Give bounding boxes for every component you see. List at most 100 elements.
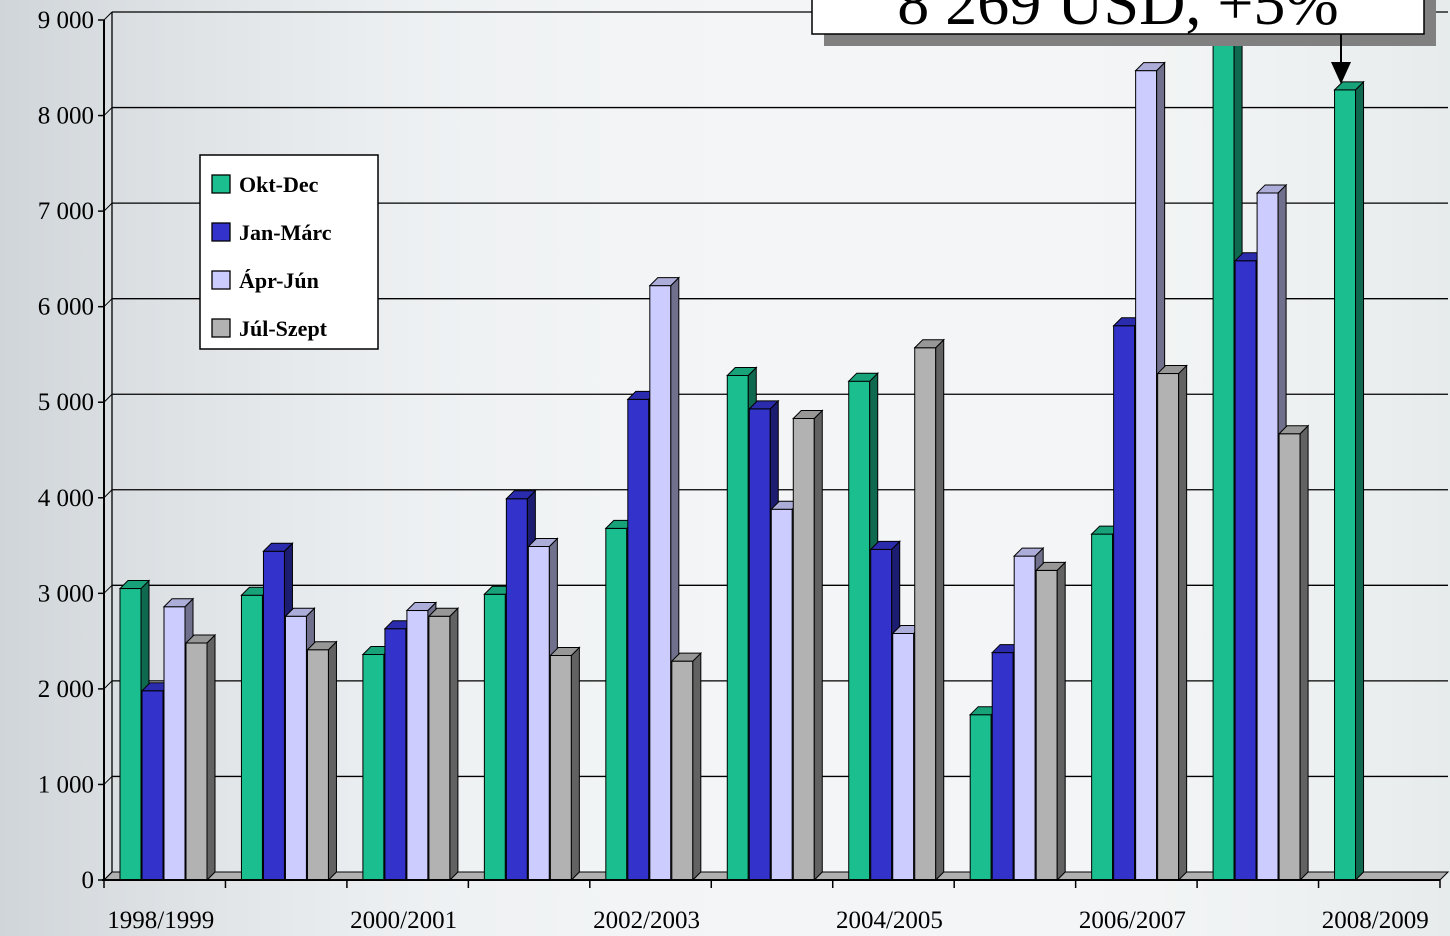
- y-tick-label: 6 000: [38, 294, 94, 321]
- legend-swatch: [211, 270, 231, 290]
- bar-front: [483, 593, 506, 881]
- y-tick-label: 1 000: [38, 771, 94, 798]
- bar-front: [770, 508, 793, 881]
- bar-front: [649, 285, 672, 881]
- bar-front: [1157, 373, 1180, 881]
- bar-front: [605, 527, 628, 881]
- bar-front: [1013, 555, 1036, 881]
- legend-label: Ápr-Jún: [239, 268, 319, 293]
- wall-tick-diagonal: [103, 393, 113, 403]
- legend-label: Júl-Szept: [239, 316, 328, 341]
- bar-top: [792, 409, 824, 419]
- bar-front: [1234, 260, 1257, 881]
- legend-swatch: [211, 174, 231, 194]
- y-tick-label: 4 000: [38, 485, 94, 512]
- bar-front: [892, 632, 915, 881]
- bar-front: [748, 408, 771, 881]
- bar-front: [726, 374, 749, 881]
- bar-front: [1334, 89, 1357, 881]
- wall-tick-diagonal: [103, 871, 113, 881]
- bar-front: [306, 649, 329, 881]
- bar: [1034, 561, 1067, 882]
- bar-front: [1113, 325, 1136, 881]
- wall-tick-diagonal: [103, 202, 113, 212]
- bar-side: [1355, 80, 1365, 882]
- bar: [306, 640, 338, 882]
- bar: [549, 646, 581, 882]
- callout: 8 269 USD, +5%: [811, 0, 1436, 84]
- legend-label: Okt-Dec: [239, 172, 319, 197]
- bar-front: [870, 548, 893, 881]
- bar-front: [627, 398, 650, 881]
- wall-tick-diagonal: [103, 107, 113, 116]
- x-axis-tick-labels: 1998/1999 2000/2001 2002/2003 2004/2005 2006…: [107, 907, 1428, 934]
- bar: [913, 338, 945, 882]
- bar-front: [914, 347, 937, 881]
- bar-top: [1333, 81, 1365, 91]
- bar-front: [163, 606, 186, 881]
- bar-front: [240, 594, 263, 881]
- wall-tick-diagonal: [103, 680, 113, 690]
- bars: [118, 10, 1365, 882]
- bar: [670, 651, 703, 882]
- bar-top: [118, 580, 151, 590]
- bar-side: [1056, 561, 1066, 882]
- bar: [184, 633, 217, 882]
- bar-top: [549, 646, 581, 656]
- bar: [792, 409, 824, 882]
- bar-side: [935, 338, 945, 882]
- bar-top: [162, 598, 195, 608]
- bar-top: [1277, 425, 1310, 435]
- bar-top: [505, 490, 537, 500]
- bar-top: [284, 607, 316, 617]
- bar-top: [847, 372, 879, 382]
- bar-top: [306, 641, 338, 651]
- y-tick-label: 3 000: [38, 580, 94, 607]
- bar-top: [184, 634, 217, 644]
- bar: [1156, 364, 1188, 882]
- y-axis-tick-labels: 0 1 000 2 000 3 000 4 000 5 000 6 000 7 000 8 00…: [38, 7, 94, 894]
- bar-side: [570, 646, 580, 882]
- bar-front: [262, 550, 285, 881]
- legend-swatch: [211, 318, 231, 338]
- legend: Okt-Dec Jan-Márc Ápr-Jún Júl-Szept: [199, 154, 379, 350]
- bar-front: [362, 653, 385, 881]
- legend-swatch: [211, 222, 231, 242]
- bar-top: [1034, 561, 1067, 571]
- bar-front: [1278, 433, 1301, 881]
- y-tick-label: 9 000: [38, 7, 94, 34]
- bar-front: [1212, 19, 1235, 881]
- bar-front: [1035, 569, 1058, 881]
- bar: [427, 607, 460, 882]
- bar-side: [327, 640, 337, 882]
- bar-front: [406, 610, 429, 881]
- bar-front: [792, 417, 815, 881]
- bar: [1333, 80, 1365, 882]
- bar-front: [384, 628, 407, 881]
- callout-box: [811, 0, 1425, 35]
- wall-tick-diagonal: [103, 776, 113, 785]
- y-tick-label: 8 000: [38, 103, 94, 130]
- bar-front: [141, 690, 164, 881]
- bar-front: [1091, 533, 1114, 881]
- bar-front: [991, 652, 1014, 881]
- bar-top: [427, 607, 460, 617]
- bar-top: [726, 366, 758, 376]
- axes: [98, 11, 1441, 888]
- x-tick-label: 2000/2001: [350, 907, 457, 934]
- bar-top: [648, 277, 681, 287]
- bar: [1277, 424, 1310, 882]
- bar-side: [1178, 364, 1188, 882]
- bar-front: [284, 615, 307, 881]
- bar-front: [527, 546, 550, 881]
- bar-top: [869, 540, 901, 550]
- bar-front: [505, 498, 528, 881]
- bar-top: [527, 538, 559, 548]
- bar-top: [748, 400, 780, 410]
- wall-tick-diagonal: [103, 11, 113, 21]
- wall-tick-diagonal: [103, 298, 113, 308]
- bar-top: [1012, 547, 1045, 557]
- bar-front: [185, 642, 208, 881]
